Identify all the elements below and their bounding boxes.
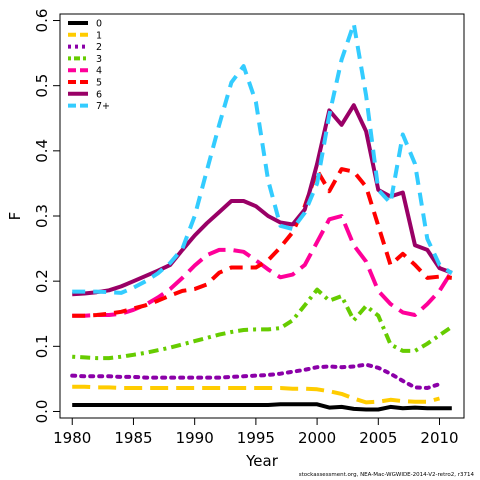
x-tick-label-6: 2010 [420, 429, 458, 447]
legend-label-1: 1 [96, 30, 102, 41]
series-line-6 [72, 103, 453, 297]
x-tick-label-4: 2000 [298, 429, 336, 447]
x-tick-label-0: 1980 [53, 429, 91, 447]
x-tick-label-2: 1990 [176, 429, 214, 447]
y-tick-label-6: 0.6 [33, 9, 51, 33]
x-axis-title: Year [245, 452, 279, 470]
y-tick-label-4: 0.4 [33, 139, 51, 163]
legend-label-2: 2 [96, 42, 102, 53]
y-tick-label-1: 0.1 [33, 334, 51, 358]
legend-label-3: 3 [96, 54, 102, 65]
y-axis: 0.0 0.1 0.2 0.3 0.4 0.5 0.6 [33, 9, 61, 424]
legend-label-0: 0 [96, 19, 102, 30]
x-axis: 1980 1985 1990 1995 2000 2005 2010 [53, 417, 459, 447]
series-line-7 [72, 21, 453, 295]
series-line-1 [72, 384, 441, 405]
series-line-5 [72, 167, 453, 318]
y-tick-label-0: 0.0 [33, 400, 51, 424]
y-tick-label-2: 0.2 [33, 269, 51, 293]
legend-label-6: 6 [96, 89, 102, 100]
legend-label-5: 5 [96, 78, 102, 89]
series-lines [70, 21, 454, 412]
y-tick-label-3: 0.3 [33, 204, 51, 228]
legend-label-4: 4 [96, 66, 102, 77]
y-axis-title: F [6, 212, 24, 221]
series-line-3 [72, 287, 453, 361]
credit-text: stockassessment.org, NEA-Mac-WGWIDE-2014… [299, 472, 475, 478]
x-tick-label-1: 1985 [114, 429, 152, 447]
series-line-0 [72, 402, 452, 412]
y-tick-label-5: 0.5 [33, 74, 51, 98]
x-tick-label-3: 1995 [237, 429, 275, 447]
x-tick-label-5: 2005 [359, 429, 397, 447]
legend-label-7: 7+ [96, 101, 110, 112]
series-line-2 [70, 362, 442, 390]
